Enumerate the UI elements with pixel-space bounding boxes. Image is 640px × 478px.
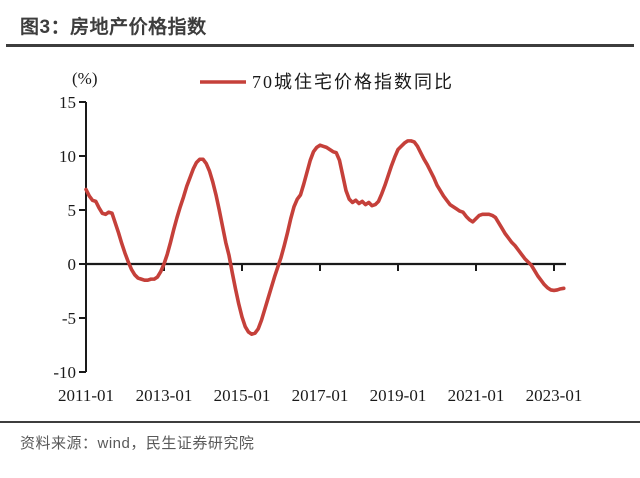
legend-label: 70城住宅价格指数同比 [252, 72, 454, 92]
price-index-chart: (%) 70城住宅价格指数同比 15 10 5 0 -5 -10 2011-01… [53, 69, 583, 405]
x-tick-label: 2013-01 [136, 386, 193, 405]
x-tick-label: 2021-01 [448, 386, 505, 405]
x-tick-label: 2011-01 [58, 386, 114, 405]
x-tick-label: 2017-01 [292, 386, 349, 405]
y-axis-unit-label: (%) [72, 69, 97, 88]
x-tick-label: 2019-01 [370, 386, 427, 405]
chart-area: (%) 70城住宅价格指数同比 15 10 5 0 -5 -10 2011-01… [0, 60, 640, 410]
footer-rule [0, 421, 640, 423]
title-underline-rule [6, 44, 634, 47]
page-title: 图3：房地产价格指数 [20, 17, 207, 38]
price-index-series-line [84, 139, 566, 337]
y-tick-label: -10 [53, 363, 76, 382]
source-note: 资料来源：wind，民生证券研究院 [20, 435, 255, 452]
y-tick-label: 10 [59, 147, 76, 166]
x-tick-label: 2023-01 [526, 386, 583, 405]
y-tick-label: 0 [68, 255, 77, 274]
y-tick-label: -5 [62, 309, 76, 328]
y-tick-label: 5 [68, 201, 77, 220]
y-tick-label: 15 [59, 93, 76, 112]
x-tick-label: 2015-01 [214, 386, 271, 405]
